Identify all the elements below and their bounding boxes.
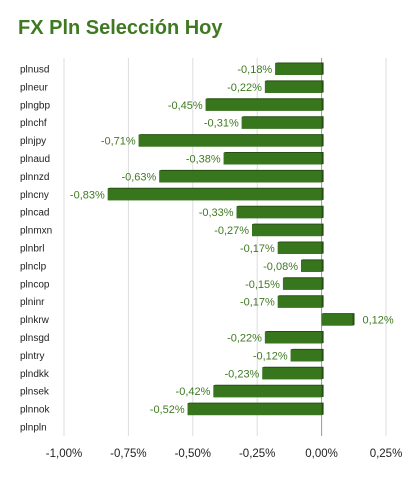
- category-label: plnmxn: [20, 226, 52, 237]
- category-label: plncop: [20, 279, 50, 290]
- data-label: -0,08%: [263, 261, 298, 273]
- data-label: -0,31%: [204, 118, 239, 130]
- category-label: plnsgd: [20, 333, 49, 344]
- category-label: plninr: [20, 297, 45, 308]
- data-labels: -0,18% -0,22% -0,45%-0,31% -0,71% -0,38% -0,6…: [70, 64, 394, 416]
- data-label: -0,22%: [227, 333, 262, 345]
- category-label: plnjpy: [20, 136, 46, 147]
- x-tick-label: -0,50%: [175, 448, 211, 460]
- x-tick-label: 0,25%: [370, 448, 403, 460]
- data-label: -0,63%: [121, 171, 156, 183]
- category-label: plnnok: [20, 405, 50, 416]
- bar: [213, 384, 324, 398]
- category-label: plncny: [20, 190, 49, 201]
- x-tick-label: -0,75%: [110, 448, 146, 460]
- bar: [277, 241, 324, 254]
- data-label: -0,42%: [176, 386, 211, 398]
- bar: [264, 331, 324, 344]
- bar: [262, 366, 324, 380]
- category-label: plnclp: [20, 261, 47, 272]
- bar: [223, 152, 324, 165]
- x-tick-label: -1,00%: [46, 448, 82, 460]
- data-label: -0,22%: [227, 82, 262, 94]
- bar: [187, 402, 324, 416]
- data-label: -0,15%: [245, 279, 280, 291]
- bar: [300, 259, 324, 272]
- data-label: -0,18%: [237, 64, 272, 76]
- category-label: plnbrl: [20, 244, 44, 255]
- data-label: -0,33%: [199, 207, 234, 219]
- category-label: plngbp: [20, 100, 50, 111]
- x-tick-labels: -1,00% -0,75% -0,50% -0,25% 0,00% 0,25%: [46, 448, 403, 460]
- category-label: plnkrw: [20, 315, 50, 326]
- data-label: -0,45%: [168, 100, 203, 112]
- bar: [138, 134, 324, 147]
- category-label: plnusd: [20, 65, 49, 76]
- data-label: -0,17%: [240, 297, 275, 309]
- bar: [321, 313, 355, 326]
- bar: [277, 295, 324, 308]
- bars: [107, 62, 355, 416]
- data-label: -0,38%: [186, 154, 221, 166]
- bar: [290, 348, 324, 362]
- bar: [252, 223, 324, 237]
- bar: [241, 116, 324, 129]
- category-label: plndkk: [20, 369, 50, 380]
- data-label: -0,12%: [253, 350, 288, 362]
- category-label: plnsek: [20, 387, 50, 398]
- data-label: -0,83%: [70, 189, 105, 201]
- data-label: -0,17%: [240, 243, 275, 255]
- category-label: plnnzd: [20, 172, 49, 183]
- category-label: plncad: [20, 208, 49, 219]
- bar: [159, 169, 324, 183]
- bar: [275, 62, 324, 75]
- bar: [205, 98, 324, 111]
- category-label: plnaud: [20, 154, 50, 165]
- bar: [236, 205, 324, 219]
- data-label: -0,27%: [214, 225, 249, 237]
- category-label: plntry: [20, 351, 44, 362]
- category-label: plneur: [20, 82, 48, 93]
- x-tick-label: 0,00%: [305, 448, 338, 460]
- data-label: -0,23%: [224, 368, 259, 380]
- category-labels: plnusd plneur plngbp plnchf plnjpy plnaud plnn…: [20, 65, 52, 434]
- data-label: 0,12%: [363, 315, 394, 327]
- chart-title: FX Pln Selección Hoy: [18, 17, 223, 39]
- data-label: -0,71%: [101, 136, 136, 148]
- category-label: plnpln: [20, 423, 47, 434]
- bar: [282, 277, 324, 290]
- data-label: -0,52%: [150, 404, 185, 416]
- bar: [264, 80, 324, 93]
- x-tick-label: -0,25%: [239, 448, 275, 460]
- bar: [107, 187, 324, 201]
- category-label: plnchf: [20, 118, 47, 129]
